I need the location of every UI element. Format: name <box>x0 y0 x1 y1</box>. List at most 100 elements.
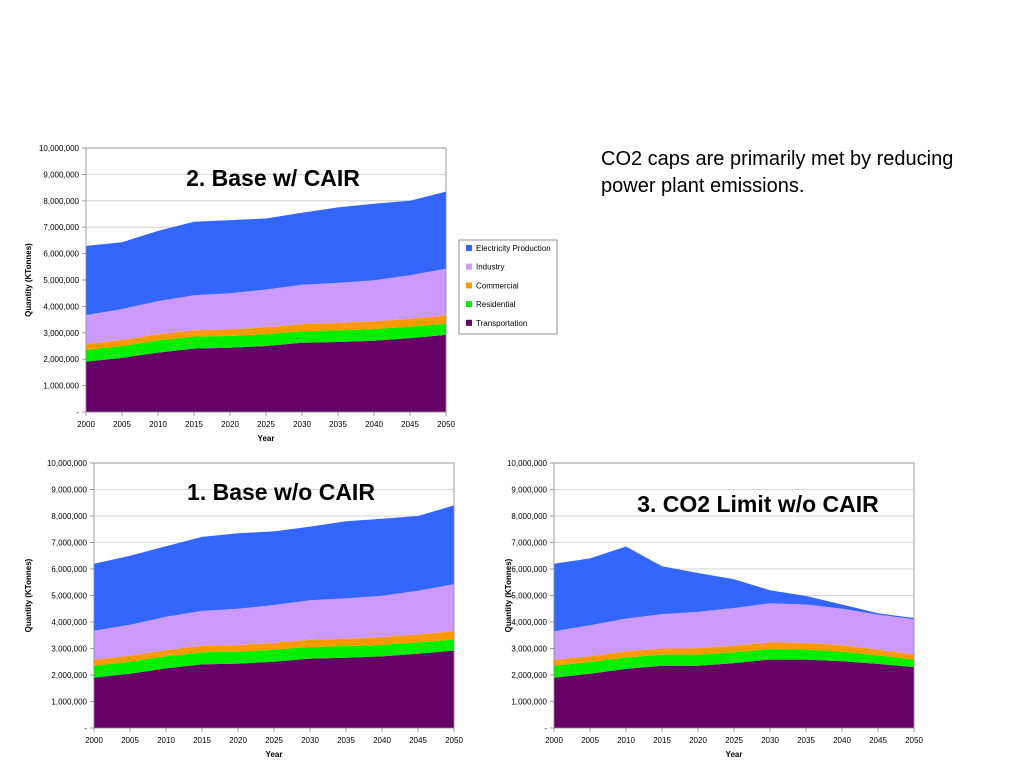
x-tick-label: 2015 <box>185 420 203 429</box>
x-axis-title: Year <box>726 750 743 759</box>
x-tick-label: 2030 <box>293 420 311 429</box>
y-tick-label: 4,000,000 <box>43 302 79 311</box>
legend-label: Electricity Production <box>476 244 551 253</box>
x-tick-label: 2050 <box>445 736 463 745</box>
area-electricity-production <box>94 505 454 631</box>
x-tick-label: 2045 <box>401 420 419 429</box>
y-tick-label: 9,000,000 <box>43 170 79 179</box>
area-industry <box>554 603 914 660</box>
x-tick-label: 2015 <box>653 736 671 745</box>
x-tick-label: 2005 <box>121 736 139 745</box>
legend: Electricity Production Industry Commercial… <box>458 239 558 335</box>
y-tick-label: 2,000,000 <box>511 671 547 680</box>
x-tick-label: 2040 <box>833 736 851 745</box>
area-industry <box>86 268 446 345</box>
area-commercial <box>94 631 454 666</box>
y-tick-label: 6,000,000 <box>511 565 547 574</box>
y-tick-label: 8,000,000 <box>511 512 547 521</box>
y-axis-title: Quantity (KTonnes) <box>24 558 33 632</box>
area-transportation <box>94 650 454 728</box>
y-tick-label: 2,000,000 <box>51 671 87 680</box>
y-tick-label: 3,000,000 <box>51 645 87 654</box>
x-tick-label: 2015 <box>193 736 211 745</box>
y-tick-label: 9,000,000 <box>51 486 87 495</box>
legend-label: Transportation <box>476 319 527 328</box>
x-tick-label: 2020 <box>221 420 239 429</box>
y-tick-label: 8,000,000 <box>43 197 79 206</box>
y-tick-label: 5,000,000 <box>51 592 87 601</box>
area-residential <box>94 639 454 678</box>
chart-svg: - 1,000,000 2,000,000 3,000,000 4,000,000 5,0… <box>24 144 558 443</box>
x-tick-label: 2045 <box>869 736 887 745</box>
chart-svg: - 1,000,000 2,000,000 3,000,000 4,000,000 5,0… <box>504 459 923 759</box>
legend-label: Commercial <box>476 281 519 290</box>
x-tick-label: 2040 <box>373 736 391 745</box>
legend-swatch <box>466 301 472 308</box>
x-tick-label: 2050 <box>905 736 923 745</box>
y-tick-label: 8,000,000 <box>51 512 87 521</box>
y-tick-label: - <box>84 724 87 733</box>
chart-title: 1. Base w/o CAIR <box>187 479 375 505</box>
x-tick-label: 2050 <box>437 420 455 429</box>
x-tick-label: 2030 <box>761 736 779 745</box>
x-tick-label: 2025 <box>257 420 275 429</box>
x-tick-label: 2035 <box>797 736 815 745</box>
legend-label: Industry <box>476 263 504 272</box>
y-axis-title: Quantity (KTonnes) <box>24 243 33 317</box>
area-residential <box>86 323 446 362</box>
y-tick-label: 2,000,000 <box>43 355 79 364</box>
x-axis-title: Year <box>258 434 275 443</box>
legend-swatch <box>466 319 472 326</box>
y-tick-label: 10,000,000 <box>39 144 80 153</box>
x-tick-label: 2010 <box>617 736 635 745</box>
chart-base-with-cair: - 1,000,000 2,000,000 3,000,000 4,000,000 5,0… <box>0 130 580 450</box>
x-tick-label: 2035 <box>329 420 347 429</box>
x-tick-label: 2010 <box>149 420 167 429</box>
y-axis-title: Quantity (KTonnes) <box>504 558 513 632</box>
area-transportation <box>86 334 446 412</box>
legend-swatch <box>466 263 472 270</box>
y-tick-label: 5,000,000 <box>43 276 79 285</box>
chart-base-without-cair: - 1,000,000 2,000,000 3,000,000 4,000,000 5,0… <box>0 448 480 766</box>
x-tick-label: 2030 <box>301 736 319 745</box>
x-tick-label: 2005 <box>581 736 599 745</box>
x-axis-title: Year <box>266 750 283 759</box>
area-electricity-production <box>554 546 914 632</box>
slide-note: CO2 caps are primarily met by reducing p… <box>601 148 954 197</box>
chart-co2-limit-without-cair: - 1,000,000 2,000,000 3,000,000 4,000,000 5,0… <box>480 448 1024 766</box>
x-tick-label: 2000 <box>85 736 103 745</box>
area-commercial <box>554 642 914 666</box>
x-tick-label: 2035 <box>337 736 355 745</box>
x-tick-label: 2000 <box>77 420 95 429</box>
y-tick-label: 5,000,000 <box>511 592 547 601</box>
x-tick-label: 2010 <box>157 736 175 745</box>
area-transportation <box>554 659 914 728</box>
y-tick-label: 7,000,000 <box>51 539 87 548</box>
y-tick-label: 1,000,000 <box>511 698 547 707</box>
area-commercial <box>86 315 446 350</box>
x-tick-label: 2005 <box>113 420 131 429</box>
y-tick-label: 1,000,000 <box>51 698 87 707</box>
chart-title: 3. CO2 Limit w/o CAIR <box>637 491 879 517</box>
y-tick-label: 6,000,000 <box>51 565 87 574</box>
legend-swatch <box>466 282 472 289</box>
chart-title: 2. Base w/ CAIR <box>186 165 360 191</box>
x-tick-label: 2000 <box>545 736 563 745</box>
y-tick-label: 10,000,000 <box>47 459 88 468</box>
y-tick-label: 7,000,000 <box>43 223 79 232</box>
y-tick-label: 7,000,000 <box>511 539 547 548</box>
y-tick-label: 6,000,000 <box>43 250 79 259</box>
x-tick-label: 2045 <box>409 736 427 745</box>
y-tick-label: 4,000,000 <box>511 618 547 627</box>
y-tick-label: 9,000,000 <box>511 486 547 495</box>
legend-box <box>458 239 558 335</box>
y-tick-label: 3,000,000 <box>511 645 547 654</box>
area-residential <box>554 649 914 678</box>
y-tick-label: 1,000,000 <box>43 382 79 391</box>
legend-label: Residential <box>476 300 516 309</box>
x-tick-label: 2040 <box>365 420 383 429</box>
x-tick-label: 2020 <box>229 736 247 745</box>
y-tick-label: - <box>76 408 79 417</box>
chart-svg: - 1,000,000 2,000,000 3,000,000 4,000,000 5,0… <box>24 459 463 759</box>
area-electricity-production <box>86 191 446 316</box>
